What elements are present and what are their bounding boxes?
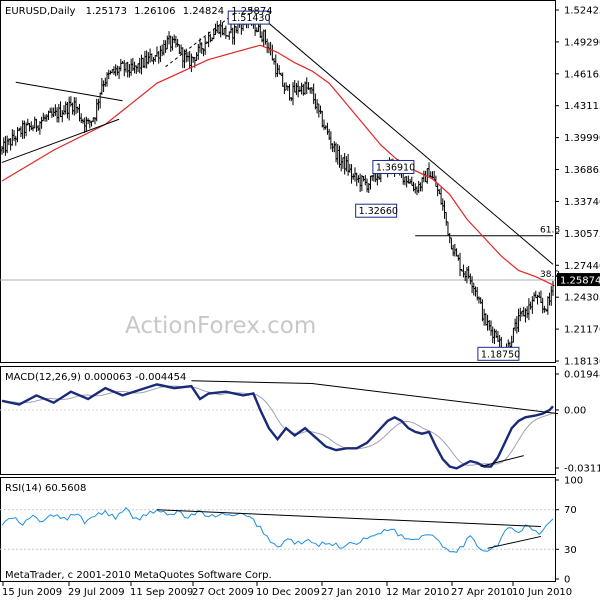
- rsi-panel: [0, 477, 556, 582]
- macd-trendline: [311, 383, 559, 415]
- price-tick-label: 1.36865: [564, 165, 600, 176]
- price-tick-label: 1.27440: [564, 261, 600, 272]
- macd-tick-label: 0.00: [564, 405, 586, 416]
- macd-tick-label: 0.019486: [564, 370, 600, 381]
- price-trendline: [15, 81, 123, 102]
- chart-header: EURUSD,Daily 1.25173 1.26106 1.24824 1.2…: [5, 6, 273, 17]
- dashed-channel-line: [165, 12, 235, 68]
- time-tick-label: 10 Jun 2010: [512, 587, 572, 598]
- price-label-text: 1.18750: [481, 349, 520, 360]
- symbol-label: EURUSD,Daily: [5, 6, 76, 17]
- time-tick-label: 10 Dec 2009: [256, 587, 320, 598]
- macd-trendline: [191, 380, 312, 385]
- price-trendline: [253, 9, 554, 265]
- rsi-axis: 100 70 30 0: [555, 476, 583, 586]
- low-value: 1.24824: [183, 6, 224, 17]
- price-tick-label: 1.52425: [564, 6, 600, 17]
- time-tick-label: 11 Sep 2009: [130, 587, 193, 598]
- price-tick-label: 1.49290: [564, 37, 600, 48]
- price-tick-label: 1.18130: [564, 357, 600, 368]
- price-label: 1.32660: [355, 203, 398, 218]
- macd-axis: 0.019486 0.00 -0.03114: [555, 370, 600, 475]
- rsi-title: RSI(14) 60.5608: [5, 483, 86, 494]
- price-trendline: [1, 118, 120, 163]
- time-tick-label: 12 Mar 2010: [386, 587, 449, 598]
- price-tick-label: 1.30575: [564, 229, 600, 240]
- macd-support-line: [480, 455, 524, 468]
- price-tick-label: 1.21170: [564, 325, 600, 336]
- rsi-trendline: [156, 509, 541, 528]
- current-price-box: [557, 273, 600, 287]
- macd-lines: [0, 380, 559, 470]
- price-tick-label: 1.43115: [564, 101, 600, 112]
- fib-level-label: 61.8: [540, 226, 560, 236]
- price-trendlines: [1, 9, 554, 265]
- time-tick-label: 29 Jul 2009: [68, 587, 125, 598]
- price-label-box: [372, 159, 415, 174]
- price-label-box: [355, 203, 398, 218]
- rsi-lines: [0, 506, 555, 553]
- price-label: 1.36910: [372, 159, 415, 174]
- moving-average-line: [1, 44, 554, 286]
- macd-tick-label: -0.03114: [564, 464, 600, 475]
- price-label-box: [227, 10, 270, 25]
- price-label-text: 1.51430: [231, 13, 270, 24]
- time-tick-label: 15 Jun 2009: [2, 587, 62, 598]
- price-tick-label: 1.39990: [564, 133, 600, 144]
- macd-line: [1, 383, 554, 470]
- price-label-text: 1.32660: [359, 206, 398, 217]
- price-annotations: 1.51430 1.36910 1.32660 1.18750: [227, 10, 520, 361]
- time-tick-label: 27 Apr 2010: [451, 587, 513, 598]
- price-tick-label: 1.46165: [564, 69, 600, 80]
- price-tick-label: 1.24305: [564, 293, 600, 304]
- price-candle: [551, 280, 555, 296]
- close-value: 1.25874: [231, 6, 272, 17]
- moving-average: [1, 44, 554, 286]
- watermark: ActionForex.com: [125, 313, 316, 339]
- high-value: 1.26106: [134, 6, 175, 17]
- price-label: 1.51430: [227, 10, 271, 25]
- price-label-box: [477, 346, 520, 361]
- price-tick-label: 1.33740: [564, 197, 600, 208]
- copyright-text: MetaTrader, c 2001-2010 MetaQuotes Softw…: [5, 570, 272, 581]
- current-price-label: 1.25874: [560, 276, 600, 287]
- price-label: 1.18750: [477, 346, 520, 361]
- time-tick-label: 27 Jan 2010: [321, 587, 381, 598]
- rsi-tick-label: 100: [564, 476, 583, 487]
- open-value: 1.25173: [86, 6, 127, 17]
- price-label-text: 1.36910: [376, 162, 415, 173]
- rsi-tick-label: 0: [564, 575, 570, 586]
- price-axis: 1.52425 1.49290 1.46165 1.43115 1.39990 1.368…: [555, 6, 600, 368]
- rsi-trendline: [487, 535, 542, 549]
- time-tick-label: 27 Oct 2009: [192, 587, 254, 598]
- price-panel: [0, 0, 556, 363]
- rsi-tick-label: 30: [564, 545, 577, 556]
- macd-title: MACD(12,26,9) 0.000063 -0.004454: [5, 372, 186, 383]
- fibonacci-levels: 61.8 38.2: [0, 226, 560, 281]
- fib-level-label: 38.2: [540, 270, 560, 280]
- rsi-tick-label: 70: [564, 505, 577, 516]
- rsi-line: [1, 506, 554, 553]
